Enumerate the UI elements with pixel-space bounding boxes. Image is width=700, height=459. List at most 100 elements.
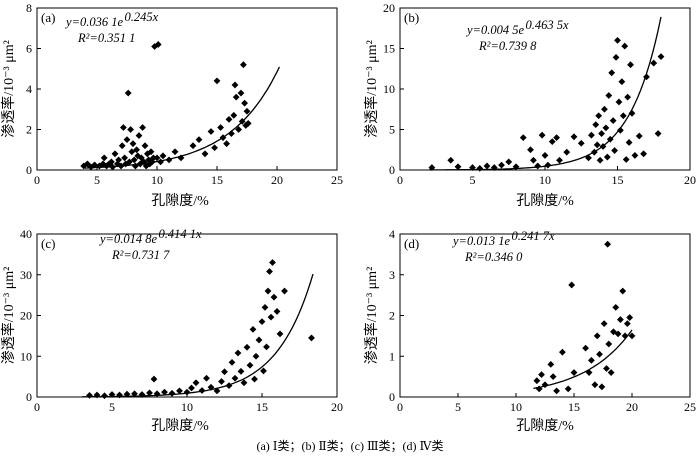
data-point [84, 160, 91, 168]
data-point [230, 111, 238, 119]
data-point [168, 389, 176, 397]
y-tick-label: 30 [20, 268, 32, 282]
data-point [188, 384, 195, 392]
data-point [476, 164, 484, 172]
data-point [505, 158, 513, 166]
data-point [269, 259, 276, 266]
fit-equation-exponent: 0.414 1x [158, 227, 202, 241]
data-point [619, 112, 627, 120]
data-point [281, 287, 288, 295]
data-point [625, 139, 633, 146]
data-point [153, 154, 161, 162]
data-point [183, 388, 191, 396]
data-point [255, 336, 263, 344]
data-point [225, 115, 233, 123]
x-tick-label: 5 [470, 173, 476, 187]
panel-label: (c) [41, 236, 55, 251]
x-tick-label: 15 [256, 400, 268, 414]
data-point [176, 387, 183, 395]
data-point [241, 99, 248, 107]
data-point [108, 391, 116, 398]
data-point [605, 92, 613, 99]
data-point [654, 130, 662, 137]
data-point [126, 158, 133, 166]
figure-caption: (a) Ⅰ类；(b) Ⅱ类；(c) Ⅲ类；(d) Ⅳ类 [256, 439, 444, 453]
data-point [201, 150, 209, 158]
data-point [593, 141, 601, 149]
data-point [177, 154, 185, 162]
data-point [577, 139, 585, 147]
data-point [624, 93, 632, 101]
data-point [544, 161, 552, 169]
data-point [553, 387, 560, 395]
data-point [559, 348, 566, 356]
panel-label: (a) [41, 10, 55, 25]
y-tick-label: 20 [383, 1, 395, 15]
data-point [171, 148, 179, 156]
data-point [121, 154, 128, 162]
data-point [527, 146, 534, 154]
y-tick-label: 20 [20, 309, 32, 323]
x-axis-label: 孔隙度/% [151, 193, 209, 209]
y-axis-label: 渗透率/10⁻³ μm² [0, 267, 17, 365]
data-point [138, 154, 145, 162]
fit-r-squared: R²=0.731 7 [111, 248, 170, 262]
fit-equation-exponent: 0.241 7x [511, 229, 555, 243]
panel-1: 0 5 10 15 20 0 5 10 15 20 (b) 孔隙度/% 渗透率/10⁻³ μm² y=0.… [363, 1, 696, 209]
data-point [512, 163, 520, 171]
data-point [603, 365, 610, 372]
data-point [237, 89, 245, 97]
data-point [603, 153, 611, 161]
data-point [138, 391, 146, 398]
y-axis-label: 渗透率/10⁻³ μm² [363, 267, 380, 365]
fit-r-squared: R²=0.351 1 [77, 31, 135, 45]
data-point [602, 124, 610, 132]
data-point [270, 293, 278, 301]
data-point [568, 281, 576, 289]
data-point [621, 42, 629, 50]
data-point [611, 147, 618, 154]
data-point [538, 371, 545, 378]
data-point [596, 156, 604, 164]
x-axis-label: 孔隙度/% [516, 193, 574, 209]
plot-frame [36, 233, 338, 398]
y-tick-label: 6 [26, 42, 32, 56]
data-point [556, 156, 563, 164]
data-point [469, 164, 476, 171]
data-point [631, 152, 639, 159]
data-point [621, 332, 629, 340]
data-point [612, 303, 620, 311]
data-point [249, 325, 257, 333]
data-point [142, 162, 150, 170]
data-point [154, 41, 162, 48]
data-point [135, 132, 143, 139]
x-tick-label: 0 [397, 173, 403, 187]
data-point [128, 148, 136, 156]
x-tick-label: 20 [684, 173, 696, 187]
x-tick-label: 5 [109, 400, 115, 414]
data-point [605, 340, 613, 348]
data-point [203, 374, 210, 382]
data-point [276, 330, 284, 338]
data-point [570, 369, 578, 376]
data-point [129, 140, 137, 148]
panel-label: (d) [404, 236, 419, 251]
y-tick-label: 2 [26, 123, 32, 137]
x-axis-label: 孔隙度/% [151, 418, 209, 434]
data-point [618, 78, 626, 86]
data-point [252, 352, 260, 360]
data-point [533, 377, 541, 385]
data-point [198, 387, 206, 394]
data-point [232, 93, 240, 101]
fit-curve [82, 273, 314, 398]
data-point [231, 81, 239, 89]
x-tick-label: 5 [455, 400, 461, 414]
fit-equation: y=0.036 1e [64, 15, 123, 29]
data-point [549, 373, 557, 381]
fit-r-squared: R²=0.739 8 [478, 39, 537, 53]
data-point [228, 130, 235, 137]
y-tick-label: 3 [389, 268, 395, 282]
data-point [118, 142, 126, 150]
data-point [251, 375, 258, 383]
